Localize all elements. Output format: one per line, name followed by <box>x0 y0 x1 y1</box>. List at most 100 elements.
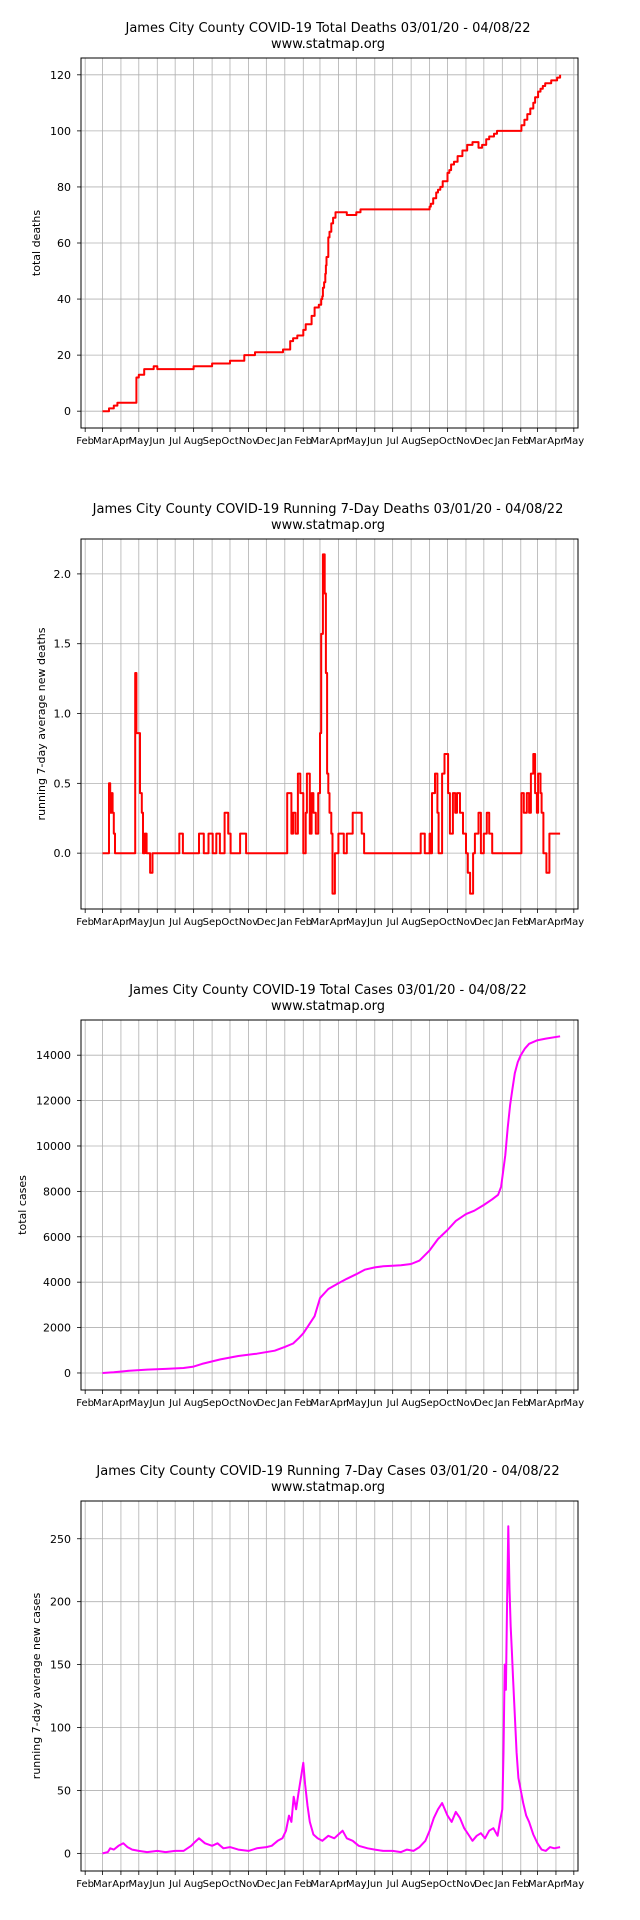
series-layer <box>102 553 561 895</box>
x-tick-label: Sep <box>420 436 439 447</box>
x-tick-label: Feb <box>76 1879 94 1890</box>
x-tick-label: Jul <box>168 1398 181 1409</box>
x-tick-label: Sep <box>203 917 222 928</box>
chart-subtitle: www.statmap.org <box>271 999 385 1014</box>
x-tick-label: Jun <box>366 436 383 447</box>
chart-running-7day-cases: James City County COVID-19 Running 7-Day… <box>30 1464 584 1890</box>
x-tick-label: Jul <box>386 436 399 447</box>
x-tick-label: Nov <box>456 1398 476 1409</box>
y-tick-label: 100 <box>50 125 71 138</box>
x-tick-label: Nov <box>239 1879 259 1890</box>
x-tick-label: May <box>128 1879 149 1890</box>
y-tick-label: 40 <box>57 293 71 306</box>
x-tick-label: Jul <box>386 1879 399 1890</box>
chart-subtitle: www.statmap.org <box>271 518 385 533</box>
x-tick-label: Aug <box>184 436 204 447</box>
plot-frame <box>80 538 579 910</box>
x-tick-label: Nov <box>456 436 476 447</box>
x-tick-label: May <box>346 1879 367 1890</box>
y-tick-label: 80 <box>57 181 71 194</box>
y-tick-label: 2000 <box>43 1322 71 1335</box>
x-tick-label: Jul <box>168 436 181 447</box>
x-tick-label: Oct <box>221 1879 238 1890</box>
x-tick-label: May <box>128 436 149 447</box>
x-tick-label: Mar <box>93 436 113 447</box>
x-tick-label: Jul <box>386 1398 399 1409</box>
x-tick-label: Apr <box>112 917 130 928</box>
x-tick-label: Mar <box>311 436 331 447</box>
x-tick-label: Apr <box>330 917 348 928</box>
x-tick-label: Dec <box>474 436 493 447</box>
chart-title: James City County COVID-19 Total Deaths … <box>124 21 530 36</box>
x-tick-label: Dec <box>474 917 493 928</box>
x-tick-label: May <box>346 436 367 447</box>
x-tick-label: Dec <box>474 1879 493 1890</box>
y-tick-label: 150 <box>50 1659 71 1672</box>
y-tick-label: 250 <box>50 1533 71 1546</box>
x-tick-label: Aug <box>401 1398 421 1409</box>
y-axis-label: running 7-day average new cases <box>30 1593 43 1780</box>
x-tick-label: May <box>563 917 584 928</box>
x-tick-label: Feb <box>294 436 312 447</box>
y-tick-label: 50 <box>57 1784 71 1797</box>
x-tick-label: Jun <box>148 436 165 447</box>
x-tick-label: Jun <box>148 917 165 928</box>
x-tick-label: Feb <box>512 436 530 447</box>
chart-subtitle: www.statmap.org <box>271 1480 385 1495</box>
chart-total-deaths: James City County COVID-19 Total Deaths … <box>30 21 584 447</box>
x-tick-label: Apr <box>112 1879 130 1890</box>
y-tick-label: 0 <box>64 1367 71 1380</box>
y-axis-ticks: 0 2000 4000 6000 8000 10000 12000 14000 <box>36 1049 81 1380</box>
chart-title: James City County COVID-19 Running 7-Day… <box>95 1464 559 1479</box>
chart-title: James City County COVID-19 Total Cases 0… <box>128 983 527 998</box>
x-tick-label: Apr <box>547 1879 565 1890</box>
y-tick-label: 60 <box>57 237 71 250</box>
x-tick-label: Apr <box>112 436 130 447</box>
x-tick-label: Jun <box>148 1398 165 1409</box>
x-tick-label: Feb <box>512 917 530 928</box>
x-tick-label: Oct <box>439 436 456 447</box>
x-tick-label: Apr <box>547 1398 565 1409</box>
chart-running-7day-deaths: James City County COVID-19 Running 7-Day… <box>35 502 584 928</box>
x-tick-label: Feb <box>76 1398 94 1409</box>
x-tick-label: Aug <box>184 1398 204 1409</box>
x-tick-label: Aug <box>184 917 204 928</box>
x-tick-label: Oct <box>439 917 456 928</box>
x-tick-label: Apr <box>330 1398 348 1409</box>
series-layer <box>102 1035 561 1374</box>
y-tick-label: 6000 <box>43 1231 71 1244</box>
x-tick-label: Mar <box>93 1879 113 1890</box>
x-tick-label: Jul <box>168 917 181 928</box>
y-axis-ticks: 0 20 40 60 80 100 120 <box>50 69 81 418</box>
x-tick-label: Jun <box>148 1879 165 1890</box>
x-tick-label: Aug <box>401 1879 421 1890</box>
x-tick-label: Jan <box>276 1398 292 1409</box>
x-tick-label: Jan <box>494 1879 510 1890</box>
x-tick-label: Apr <box>547 436 565 447</box>
x-tick-label: Aug <box>184 1879 204 1890</box>
x-tick-label: Sep <box>420 1879 439 1890</box>
x-tick-label: Nov <box>456 1879 476 1890</box>
x-tick-label: Dec <box>257 1879 276 1890</box>
y-tick-label: 12000 <box>36 1095 71 1108</box>
x-tick-label: Mar <box>93 1398 113 1409</box>
x-tick-label: Mar <box>311 1398 331 1409</box>
chart-title: James City County COVID-19 Running 7-Day… <box>92 502 564 517</box>
x-tick-label: Feb <box>512 1879 530 1890</box>
y-axis-ticks: 0 50 100 150 200 250 <box>50 1533 81 1860</box>
x-tick-label: Mar <box>311 1879 331 1890</box>
y-tick-label: 14000 <box>36 1049 71 1062</box>
x-tick-label: Feb <box>294 917 312 928</box>
y-tick-label: 1.5 <box>54 638 72 651</box>
x-tick-label: May <box>563 436 584 447</box>
y-tick-label: 2.0 <box>54 568 72 581</box>
x-tick-label: Nov <box>239 917 259 928</box>
grid <box>81 1501 578 1871</box>
y-tick-label: 8000 <box>43 1185 71 1198</box>
y-tick-label: 100 <box>50 1722 71 1735</box>
x-tick-label: Sep <box>203 1398 222 1409</box>
y-tick-label: 0.0 <box>54 847 72 860</box>
x-tick-label: Mar <box>528 436 548 447</box>
plot-frame <box>80 57 579 429</box>
